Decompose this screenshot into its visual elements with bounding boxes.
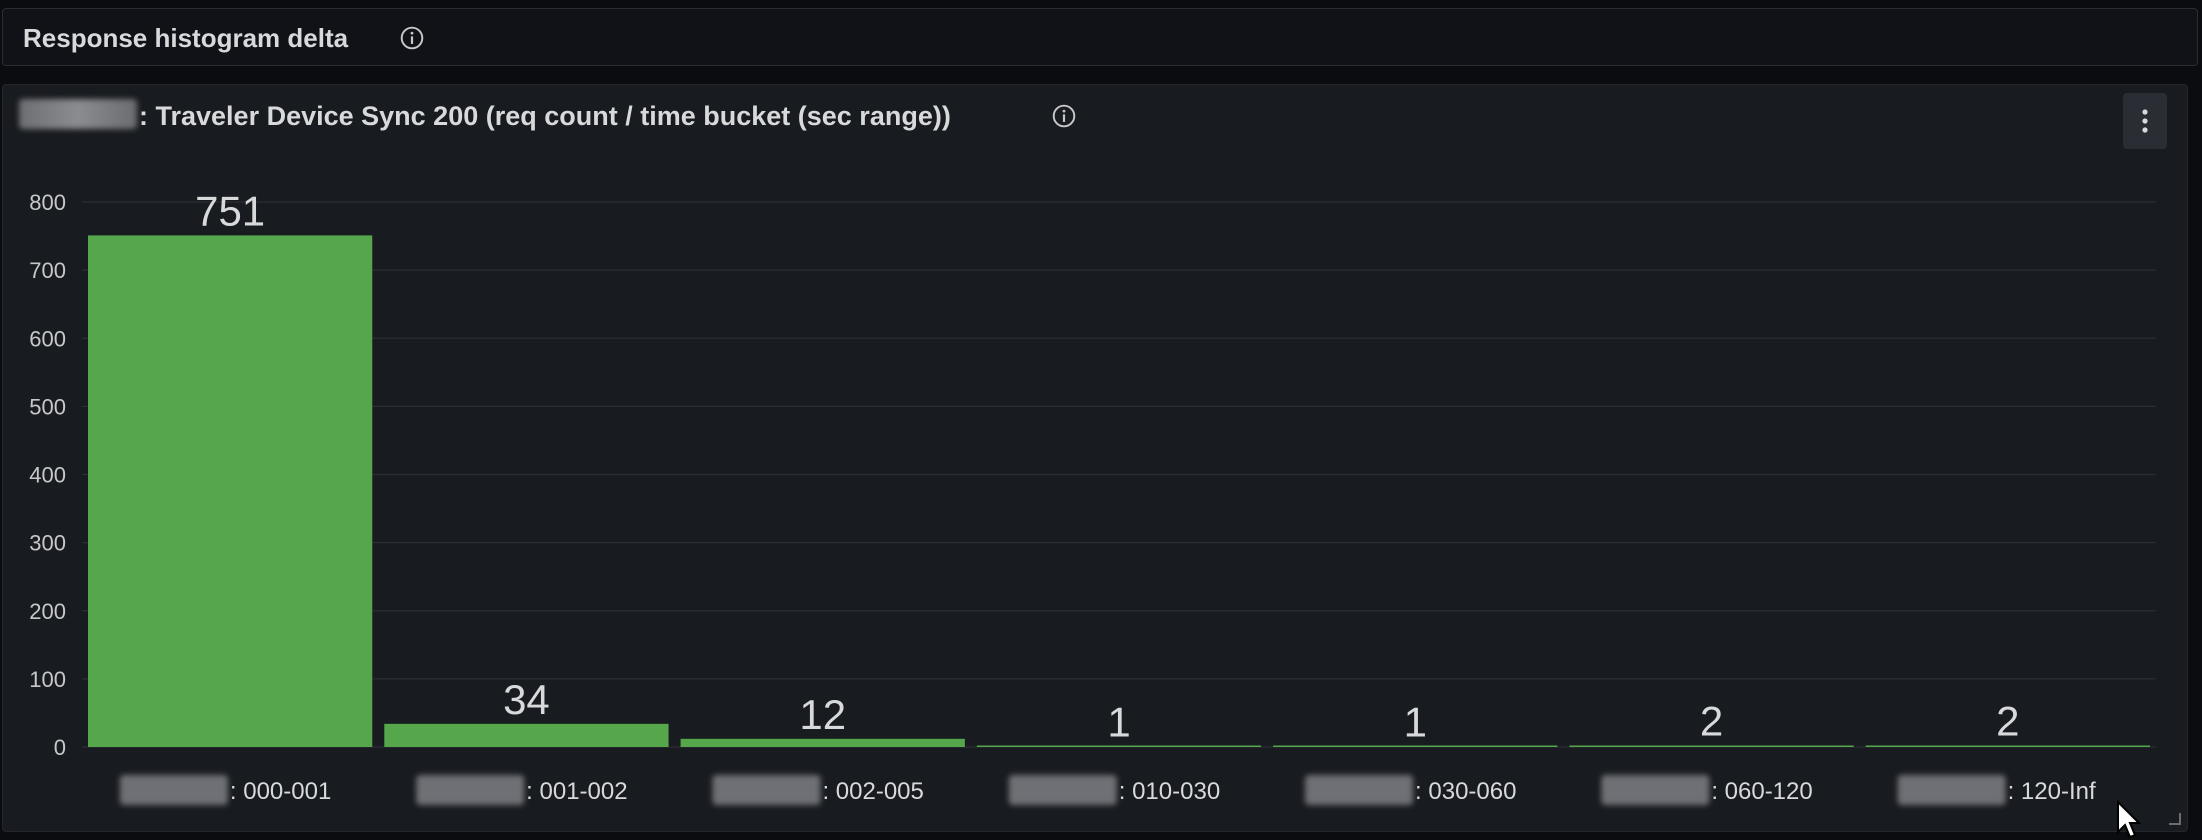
panel-title: : Traveler Device Sync 200 (req count / … [139,101,951,131]
x-category-label: : 010-030 [1119,778,1220,805]
bar [384,723,669,747]
redacted-label-prefix [119,775,228,805]
x-category-label: : 030-060 [1415,778,1516,805]
bar-value-label: 2 [1700,698,1723,745]
redacted-label-prefix [1897,775,2006,805]
row-header[interactable]: Response histogram delta [2,8,2198,66]
x-category-label: : 120-Inf [2008,778,2096,805]
y-tick-label: 100 [29,667,66,692]
kebab-menu-icon [2142,109,2148,133]
bar-value-label: 751 [195,187,265,234]
panel-menu-button[interactable] [2123,93,2167,149]
bar-value-label: 1 [1107,698,1130,745]
bar [88,235,373,747]
bar-value-label: 12 [799,691,846,738]
bar-value-label: 34 [503,676,550,723]
y-tick-label: 400 [29,463,66,488]
bar [1865,745,2150,747]
x-category-label: : 002-005 [822,778,923,805]
redacted-label-prefix [1008,775,1117,805]
bar [1273,745,1558,747]
y-tick-label: 0 [54,735,66,760]
redacted-label-prefix [416,775,525,805]
bar [680,738,965,747]
bar-value-label: 1 [1404,698,1427,745]
redacted-label-prefix [1305,775,1414,805]
x-category-label: : 060-120 [1711,778,1812,805]
resize-handle[interactable] [2169,813,2181,825]
y-tick-label: 300 [29,531,66,556]
redacted-label-prefix [1601,775,1710,805]
info-icon[interactable] [399,25,425,51]
bar-value-label: 2 [1996,698,2019,745]
y-tick-label: 200 [29,599,66,624]
y-tick-label: 700 [29,258,66,283]
bar [1569,745,1854,747]
y-tick-label: 500 [29,394,66,419]
x-category-label: : 001-002 [526,778,627,805]
x-category-label: : 000-001 [230,778,331,805]
y-tick-label: 600 [29,326,66,351]
y-tick-label: 800 [29,190,66,215]
redacted-title-prefix [19,99,137,129]
mouse-cursor-icon [2117,800,2142,839]
redacted-label-prefix [712,775,821,805]
row-title: Response histogram delta [23,23,349,53]
bar [976,745,1262,747]
panel-info-icon[interactable] [1051,103,1077,129]
